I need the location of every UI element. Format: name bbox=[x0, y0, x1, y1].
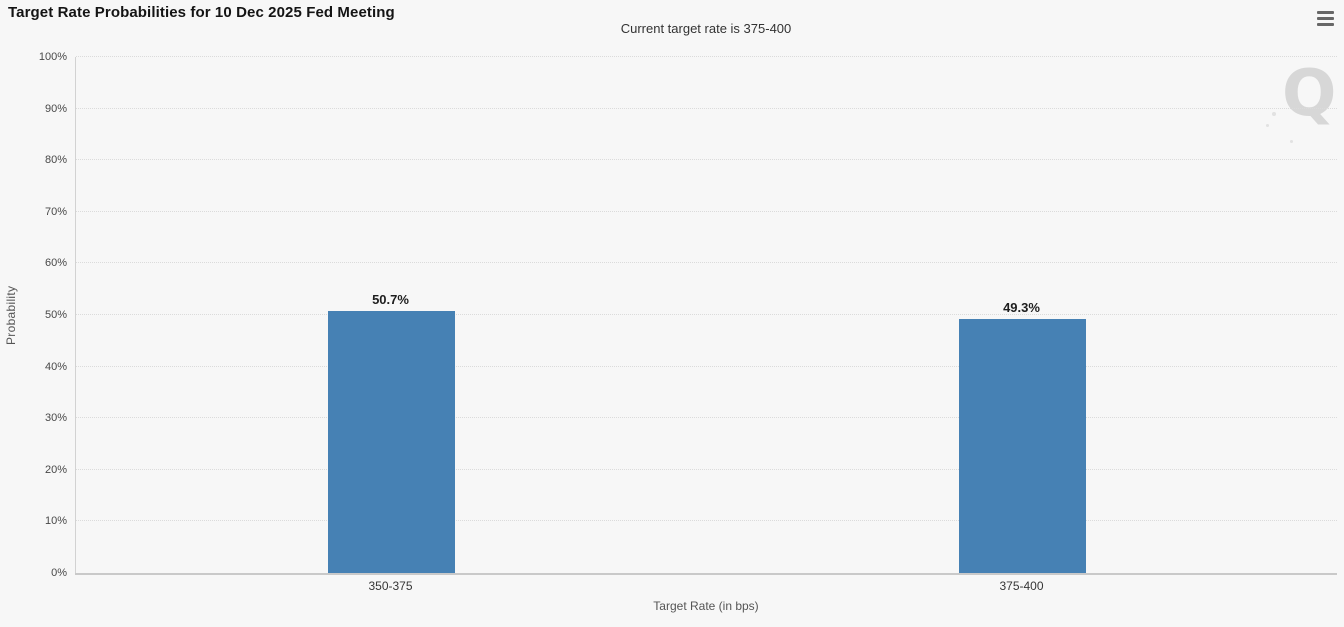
gridline-10% bbox=[76, 520, 1337, 522]
gridline-50% bbox=[76, 314, 1337, 315]
x-tick-label: 350-375 bbox=[368, 579, 413, 593]
y-tick-label: 10% bbox=[44, 515, 67, 528]
x-axis-title: Target Rate (in bps) bbox=[653, 599, 759, 613]
y-tick-label: 100% bbox=[38, 51, 67, 63]
watermark-dot bbox=[1272, 112, 1276, 116]
y-tick-label: 60% bbox=[44, 257, 67, 270]
y-tick-label: 80% bbox=[44, 154, 67, 167]
y-tick-label: 0% bbox=[51, 567, 67, 579]
y-tick-label: 20% bbox=[44, 463, 67, 476]
quikstrike-watermark-q-logo: Q bbox=[1282, 57, 1337, 131]
bar-350-375[interactable] bbox=[328, 311, 455, 573]
gridline-100% bbox=[76, 56, 1337, 57]
y-tick-label: 50% bbox=[44, 309, 67, 321]
hamburger-menu-icon[interactable] bbox=[1312, 7, 1338, 29]
gridline-90% bbox=[76, 107, 1337, 109]
bar-value-label: 50.7% bbox=[372, 292, 409, 308]
y-tick-label: 70% bbox=[44, 205, 67, 218]
watermark-dot bbox=[1266, 124, 1269, 127]
y-axis-title: Probability bbox=[4, 285, 18, 345]
chart-title: Target Rate Probabilities for 10 Dec 202… bbox=[8, 4, 395, 21]
bar-375-400[interactable] bbox=[959, 318, 1086, 573]
watermark-dot bbox=[1290, 140, 1293, 143]
chart-subtitle: Current target rate is 375-400 bbox=[620, 21, 792, 36]
y-axis-tick-labels: 0% 10% 20% 30% 40% 50% 60% 70% 80% 90% 100% bbox=[0, 51, 70, 579]
x-tick-label: 375-400 bbox=[999, 579, 1044, 593]
gridline-30% bbox=[76, 417, 1337, 419]
gridline-60% bbox=[76, 262, 1337, 264]
gridline-70% bbox=[76, 210, 1337, 212]
gridline-80% bbox=[76, 159, 1337, 161]
plot-area bbox=[75, 56, 1337, 575]
bar-value-label: 49.3% bbox=[1003, 299, 1040, 315]
x-axis-line bbox=[75, 573, 1337, 575]
y-tick-label: 30% bbox=[44, 412, 67, 425]
gridline-20% bbox=[76, 468, 1337, 470]
y-tick-label: 40% bbox=[44, 360, 67, 373]
gridline-40% bbox=[76, 365, 1337, 367]
y-tick-label: 90% bbox=[44, 102, 67, 115]
